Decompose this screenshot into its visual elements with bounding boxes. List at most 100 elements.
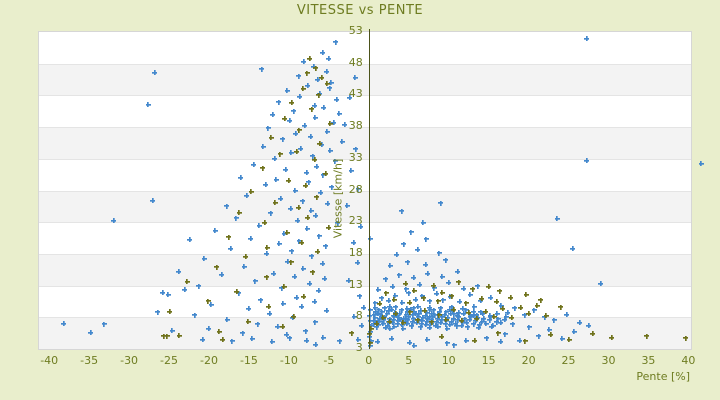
olive-data-point: [301, 294, 307, 300]
blue-data-point: [502, 317, 508, 323]
olive-data-point: [478, 296, 484, 302]
blue-data-point: [295, 73, 301, 79]
olive-data-point: [214, 264, 220, 270]
olive-data-point: [277, 151, 283, 157]
x-tick-label: -15: [239, 354, 258, 367]
blue-data-point: [321, 105, 327, 111]
plot-band: [39, 158, 691, 191]
blue-data-point: [307, 281, 313, 287]
blue-data-point: [474, 312, 480, 318]
y-tick-label: 8: [355, 309, 363, 323]
blue-data-point: [316, 233, 322, 239]
olive-data-point: [184, 279, 190, 285]
blue-data-point: [201, 256, 207, 262]
blue-data-point: [698, 161, 704, 167]
blue-data-point: [303, 328, 309, 334]
blue-data-point: [283, 166, 289, 172]
blue-data-point: [431, 285, 437, 291]
olive-data-point: [439, 289, 445, 295]
blue-data-point: [306, 179, 312, 185]
olive-data-point: [523, 292, 529, 298]
gridline: [39, 253, 691, 255]
olive-data-point: [263, 274, 269, 280]
blue-data-point: [389, 307, 395, 313]
y-axis-line: [369, 29, 371, 349]
olive-data-point: [474, 315, 480, 321]
blue-data-point: [466, 317, 472, 323]
blue-data-point: [329, 184, 335, 190]
blue-data-point: [494, 319, 500, 325]
blue-data-point: [389, 336, 395, 342]
olive-data-point: [380, 315, 386, 321]
blue-data-point: [200, 336, 205, 342]
blue-data-point: [512, 305, 518, 311]
blue-data-point: [442, 257, 448, 263]
olive-data-point: [349, 330, 355, 336]
olive-data-point: [317, 140, 323, 146]
blue-data-point: [471, 303, 477, 309]
blue-data-point: [358, 224, 364, 229]
olive-data-point: [176, 333, 182, 339]
blue-data-point: [305, 83, 311, 89]
blue-data-point: [332, 158, 338, 164]
blue-data-point: [503, 314, 509, 320]
blue-data-point: [447, 322, 453, 328]
blue-data-point: [375, 287, 381, 293]
olive-data-point: [305, 215, 311, 221]
blue-data-point: [351, 314, 357, 320]
blue-data-point: [206, 326, 212, 332]
olive-data-point: [458, 318, 464, 324]
blue-data-point: [414, 320, 420, 326]
olive-data-point: [393, 311, 399, 317]
olive-data-point: [315, 249, 321, 255]
gridline: [39, 127, 691, 129]
plot-band: [39, 63, 691, 96]
olive-data-point: [486, 284, 492, 290]
blue-data-point: [165, 292, 171, 298]
blue-data-point: [292, 187, 298, 193]
blue-data-point: [335, 220, 341, 226]
blue-data-point: [374, 339, 380, 345]
blue-data-point: [353, 146, 359, 152]
blue-data-point: [249, 336, 255, 342]
olive-data-point: [245, 319, 251, 325]
plot-band: [39, 253, 691, 286]
blue-data-point: [101, 321, 107, 327]
gridline: [39, 190, 691, 192]
blue-data-point: [474, 283, 480, 289]
x-tick-label: -35: [80, 354, 99, 367]
plot-band: [39, 127, 691, 159]
plot-band: [39, 190, 691, 223]
blue-data-point: [323, 69, 329, 75]
blue-data-point: [382, 276, 388, 282]
blue-data-point: [367, 236, 373, 242]
blue-data-point: [380, 321, 386, 326]
blue-data-point: [326, 55, 332, 61]
olive-data-point: [470, 286, 476, 292]
blue-data-point: [315, 288, 321, 294]
blue-data-point: [551, 317, 557, 323]
blue-data-point: [258, 297, 264, 303]
blue-data-point: [391, 324, 397, 330]
blue-data-point: [454, 317, 460, 323]
blue-data-point: [442, 312, 448, 318]
blue-data-point: [404, 306, 410, 312]
blue-data-point: [233, 215, 239, 221]
blue-data-point: [145, 102, 151, 108]
blue-data-point: [437, 308, 443, 314]
blue-data-point: [227, 246, 233, 252]
x-tick-label: -25: [160, 354, 179, 367]
blue-data-point: [303, 338, 309, 344]
blue-data-point: [327, 85, 333, 91]
olive-data-point: [282, 116, 288, 122]
blue-data-point: [404, 321, 410, 326]
blue-data-point: [418, 308, 424, 314]
blue-data-point: [443, 309, 449, 315]
olive-data-point: [304, 70, 310, 76]
blue-data-point: [461, 310, 467, 316]
blue-data-point: [355, 336, 361, 342]
gridline: [39, 285, 691, 287]
blue-data-point: [517, 338, 523, 344]
olive-data-point: [494, 299, 500, 305]
blue-data-point: [429, 310, 435, 316]
